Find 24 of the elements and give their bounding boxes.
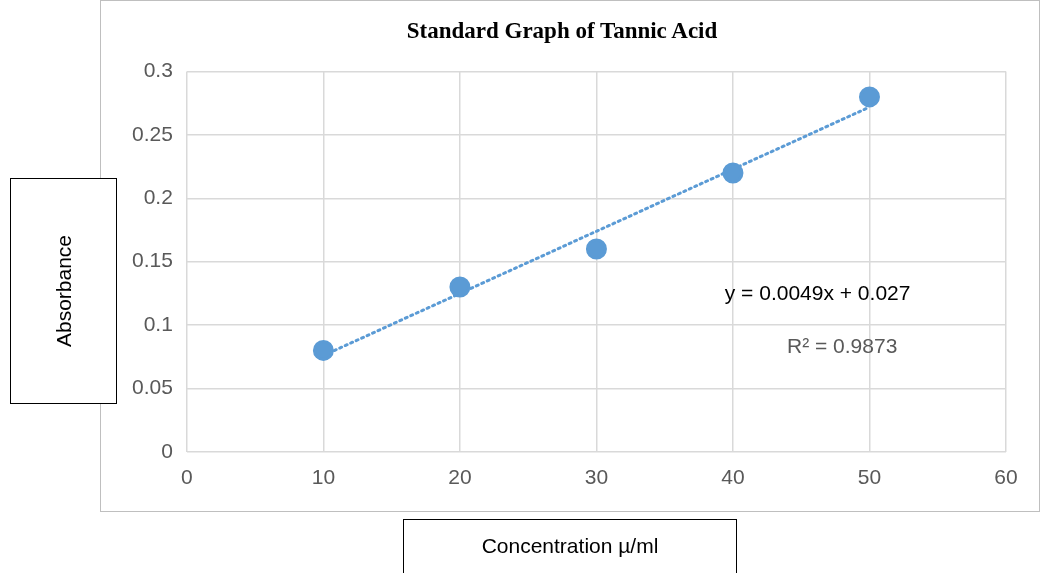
x-tick-label: 10: [311, 465, 336, 489]
y-axis-title: Absorbance: [51, 234, 76, 348]
x-tick-label: 30: [584, 465, 609, 489]
point: [312, 339, 334, 361]
annotation: y = 0.0049x + 0.027: [724, 280, 911, 304]
x-tick-label: 40: [721, 465, 745, 489]
y-tick-label: 0.2: [143, 185, 173, 209]
chart-title: Standard Graph of Tannic Acid: [406, 17, 718, 43]
point: [585, 238, 607, 260]
annotation: R² = 0.9873: [787, 333, 898, 357]
x-tick-label: 20: [448, 465, 472, 489]
y-tick-label: 0.05: [132, 375, 173, 399]
point: [722, 162, 744, 184]
point: [858, 86, 880, 108]
y-tick-label: 0.3: [143, 58, 173, 82]
y-tick-label: 0.1: [143, 311, 173, 335]
x-tick-label: 60: [994, 465, 1018, 489]
y-tick-label: 0: [161, 438, 173, 462]
x-axis-title: Concentration µ/ml: [480, 534, 660, 558]
x-tick-label: 0: [181, 465, 193, 489]
point: [449, 276, 471, 298]
y-tick-label: 0.25: [132, 121, 173, 145]
x-tick-label: 50: [857, 465, 882, 489]
y-tick-label: 0.15: [132, 248, 173, 272]
